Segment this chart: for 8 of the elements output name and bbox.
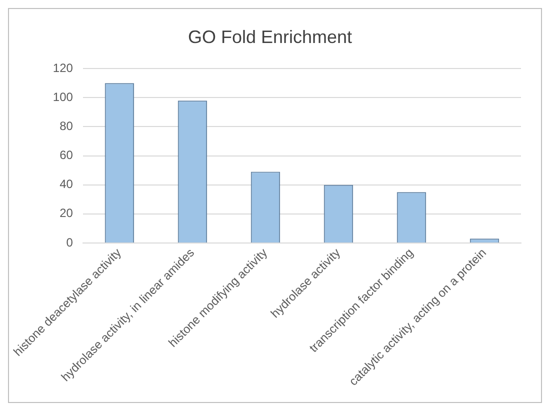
y-tick-label: 40 <box>60 177 74 192</box>
y-tick-label: 20 <box>60 206 74 220</box>
y-tick-label: 80 <box>60 119 74 134</box>
y-tick-label: 120 <box>52 60 74 75</box>
y-tick-label: 100 <box>52 90 74 104</box>
y-tick-label: 0 <box>66 235 74 250</box>
y-tick-label: 60 <box>60 148 74 162</box>
chart-title: GO Fold Enrichment <box>188 26 352 47</box>
